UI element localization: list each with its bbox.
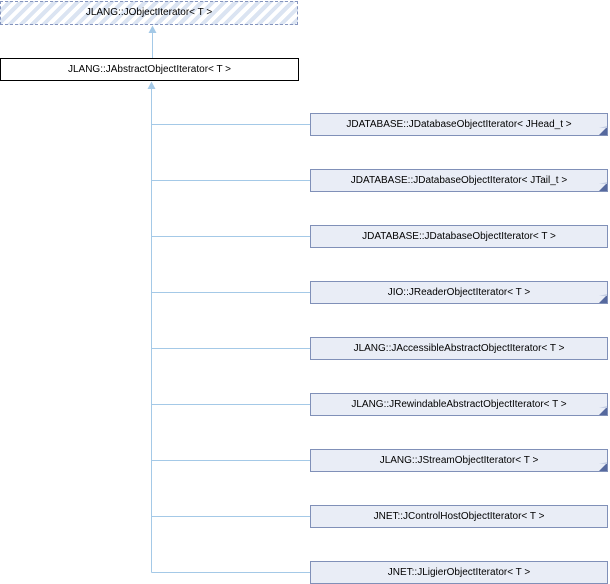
node-jlang-jstreamobjectiterator[interactable]: JLANG::JStreamObjectIterator< T >	[310, 449, 608, 472]
subclasses-fold-icon	[599, 126, 607, 135]
node-jdatabase-jdatabaseobjectiterator-jhead[interactable]: JDATABASE::JDatabaseObjectIterator< JHea…	[310, 113, 608, 136]
node-jlang-jaccessibleabstractobjectiterator[interactable]: JLANG::JAccessibleAbstractObjectIterator…	[310, 337, 608, 360]
class-label: JNET::JLigierObjectIterator< T >	[387, 567, 531, 578]
node-jnet-jcontrolhostobjectiterator[interactable]: JNET::JControlHostObjectIterator< T >	[310, 505, 608, 528]
node-jnet-jligierobjectiterator[interactable]: JNET::JLigierObjectIterator< T >	[310, 561, 608, 584]
subclasses-fold-icon	[599, 406, 607, 415]
class-label: JDATABASE::JDatabaseObjectIterator< JTai…	[350, 175, 568, 186]
node-jio-jreaderobjectiterator[interactable]: JIO::JReaderObjectIterator< T >	[310, 281, 608, 304]
subclasses-fold-icon	[599, 294, 607, 303]
derived-classes-column: JDATABASE::JDatabaseObjectIterator< JHea…	[310, 113, 608, 584]
class-label: JDATABASE::JDatabaseObjectIterator< T >	[362, 231, 556, 242]
class-label: JNET::JControlHostObjectIterator< T >	[373, 511, 545, 522]
subclasses-fold-icon	[599, 462, 607, 471]
class-label: JLANG::JAccessibleAbstractObjectIterator…	[353, 343, 565, 354]
class-label: JLANG::JStreamObjectIterator< T >	[379, 455, 539, 466]
class-label: JDATABASE::JDatabaseObjectIterator< JHea…	[346, 119, 572, 130]
node-jlang-jrewindableabstractobjectiterator[interactable]: JLANG::JRewindableAbstractObjectIterator…	[310, 393, 608, 416]
node-jdatabase-jdatabaseobjectiterator-jtail[interactable]: JDATABASE::JDatabaseObjectIterator< JTai…	[310, 169, 608, 192]
node-jlang-jobjectiterator[interactable]: JLANG::JObjectIterator< T >	[0, 1, 298, 25]
node-jdatabase-jdatabaseobjectiterator-t[interactable]: JDATABASE::JDatabaseObjectIterator< T >	[310, 225, 608, 248]
generalization-arrow-lines	[151, 32, 310, 573]
class-label: JLANG::JObjectIterator< T >	[85, 7, 213, 18]
class-label: JIO::JReaderObjectIterator< T >	[387, 287, 531, 298]
class-label: JLANG::JRewindableAbstractObjectIterator…	[351, 399, 567, 410]
node-jlang-jabstractobjectiterator: JLANG::JAbstractObjectIterator< T >	[0, 58, 299, 81]
subclasses-fold-icon	[599, 182, 607, 191]
class-label: JLANG::JAbstractObjectIterator< T >	[67, 64, 232, 75]
